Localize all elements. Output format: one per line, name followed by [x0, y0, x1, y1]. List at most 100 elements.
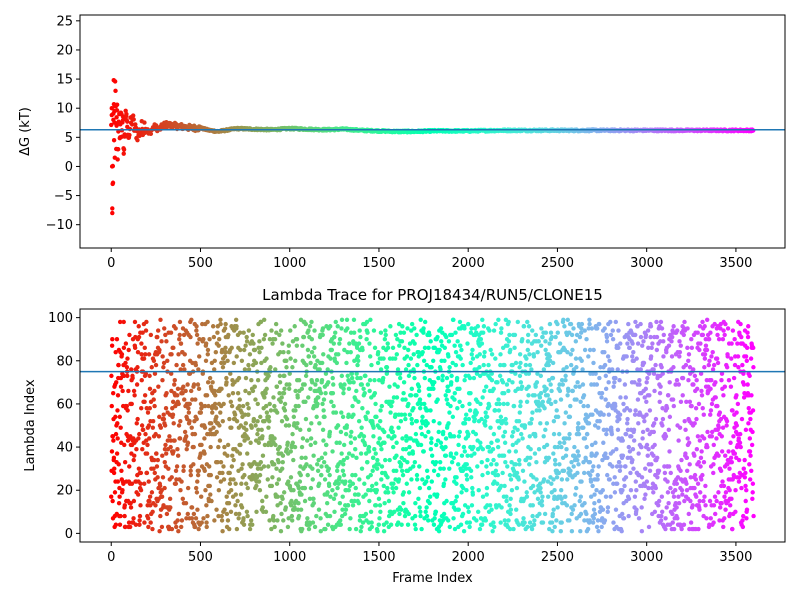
lambda-point	[184, 516, 189, 521]
lambda-point	[272, 436, 277, 441]
lambda-point	[523, 362, 529, 368]
lambda-point	[711, 362, 717, 368]
lambda-point	[493, 321, 498, 327]
lambda-point	[150, 425, 156, 430]
lambda-point	[590, 520, 596, 525]
lambda-point	[278, 349, 283, 355]
lambda-point	[273, 367, 278, 372]
lambda-point	[202, 436, 207, 441]
lambda-point	[189, 516, 195, 521]
lambda-point	[264, 494, 269, 499]
lambda-point	[573, 339, 579, 344]
lambda-point	[240, 403, 246, 409]
lambda-point	[732, 451, 738, 456]
lambda-point	[319, 464, 324, 469]
lambda-point	[254, 509, 259, 514]
lambda-point	[484, 464, 489, 469]
lambda-point	[479, 459, 484, 465]
lambda-point	[697, 498, 702, 504]
lambda-point	[132, 345, 138, 351]
lambda-point	[412, 375, 417, 381]
lambda-point	[735, 341, 740, 346]
lambda-point	[644, 399, 649, 404]
lambda-point	[138, 481, 143, 486]
lambda-point	[654, 319, 659, 325]
lambda-point	[400, 324, 405, 329]
lambda-point	[319, 455, 325, 461]
lambda-point	[438, 466, 443, 471]
lambda-point	[520, 436, 525, 441]
lambda-point	[354, 388, 359, 394]
lambda-point	[465, 341, 470, 346]
lambda-point	[470, 492, 476, 497]
lambda-point	[466, 509, 471, 514]
lambda-point	[116, 500, 122, 506]
lambda-point	[626, 444, 632, 450]
lambda-point	[709, 354, 714, 359]
lambda-point	[122, 442, 127, 448]
lambda-point	[729, 356, 734, 361]
lambda-point	[152, 388, 157, 394]
lambda-point	[327, 472, 332, 478]
lambda-point	[422, 401, 427, 407]
lambda-point	[142, 393, 148, 398]
lambda-point	[316, 481, 322, 486]
lambda-point	[615, 367, 620, 372]
lambda-point	[663, 516, 668, 521]
lambda-point	[300, 343, 305, 348]
lambda-point	[541, 477, 547, 482]
lambda-point	[391, 490, 396, 495]
lambda-point	[142, 520, 147, 525]
delta-g-plot: 0 500 1000 1500 2000 2500 3000 3500 −10−5051015…	[18, 14, 786, 271]
lambda-point	[450, 414, 456, 420]
lambda-point	[137, 431, 142, 437]
lambda-point	[345, 503, 351, 508]
lambda-point	[228, 488, 234, 493]
lambda-point	[505, 464, 510, 469]
lambda-point	[516, 477, 521, 482]
lambda-point	[487, 328, 492, 333]
lambda-point	[520, 468, 526, 474]
lambda-point	[153, 503, 158, 508]
lambda-point	[728, 384, 734, 389]
lambda-point	[709, 434, 715, 439]
lambda-point	[272, 337, 278, 342]
lambda-point	[387, 384, 392, 389]
lambda-point	[630, 341, 635, 346]
lambda-point	[586, 421, 592, 426]
lambda-point	[747, 477, 753, 482]
lambda-point	[603, 397, 608, 402]
lambda-point	[525, 347, 531, 353]
lambda-point	[156, 434, 162, 439]
lambda-point	[125, 408, 130, 413]
lambda-point	[336, 352, 341, 357]
lambda-point	[131, 457, 136, 463]
lambda-point	[456, 462, 461, 467]
lambda-point	[333, 330, 338, 335]
lambda-point	[575, 470, 580, 476]
lambda-point	[274, 384, 280, 389]
lambda-point	[220, 347, 225, 353]
lambda-point	[467, 401, 472, 407]
lambda-point	[399, 468, 405, 474]
lambda-point	[277, 373, 283, 379]
lambda-point	[481, 354, 487, 359]
lambda-point	[719, 449, 725, 454]
lambda-point	[460, 362, 465, 368]
lambda-point	[426, 518, 431, 523]
lambda-point	[117, 494, 122, 499]
lambda-point	[714, 498, 719, 504]
lambda-point	[540, 494, 545, 499]
lambda-point	[652, 442, 657, 448]
lambda-point	[569, 529, 575, 534]
lambda-point	[278, 328, 284, 333]
lambda-point	[140, 330, 145, 335]
lambda-point	[358, 451, 364, 456]
lambda-point	[536, 447, 542, 452]
lambda-point	[183, 388, 188, 394]
lambda-point	[115, 393, 121, 398]
lambda-point	[554, 475, 560, 480]
lambda-point	[224, 511, 230, 517]
lambda-point	[267, 401, 272, 407]
lambda-point	[110, 498, 115, 504]
